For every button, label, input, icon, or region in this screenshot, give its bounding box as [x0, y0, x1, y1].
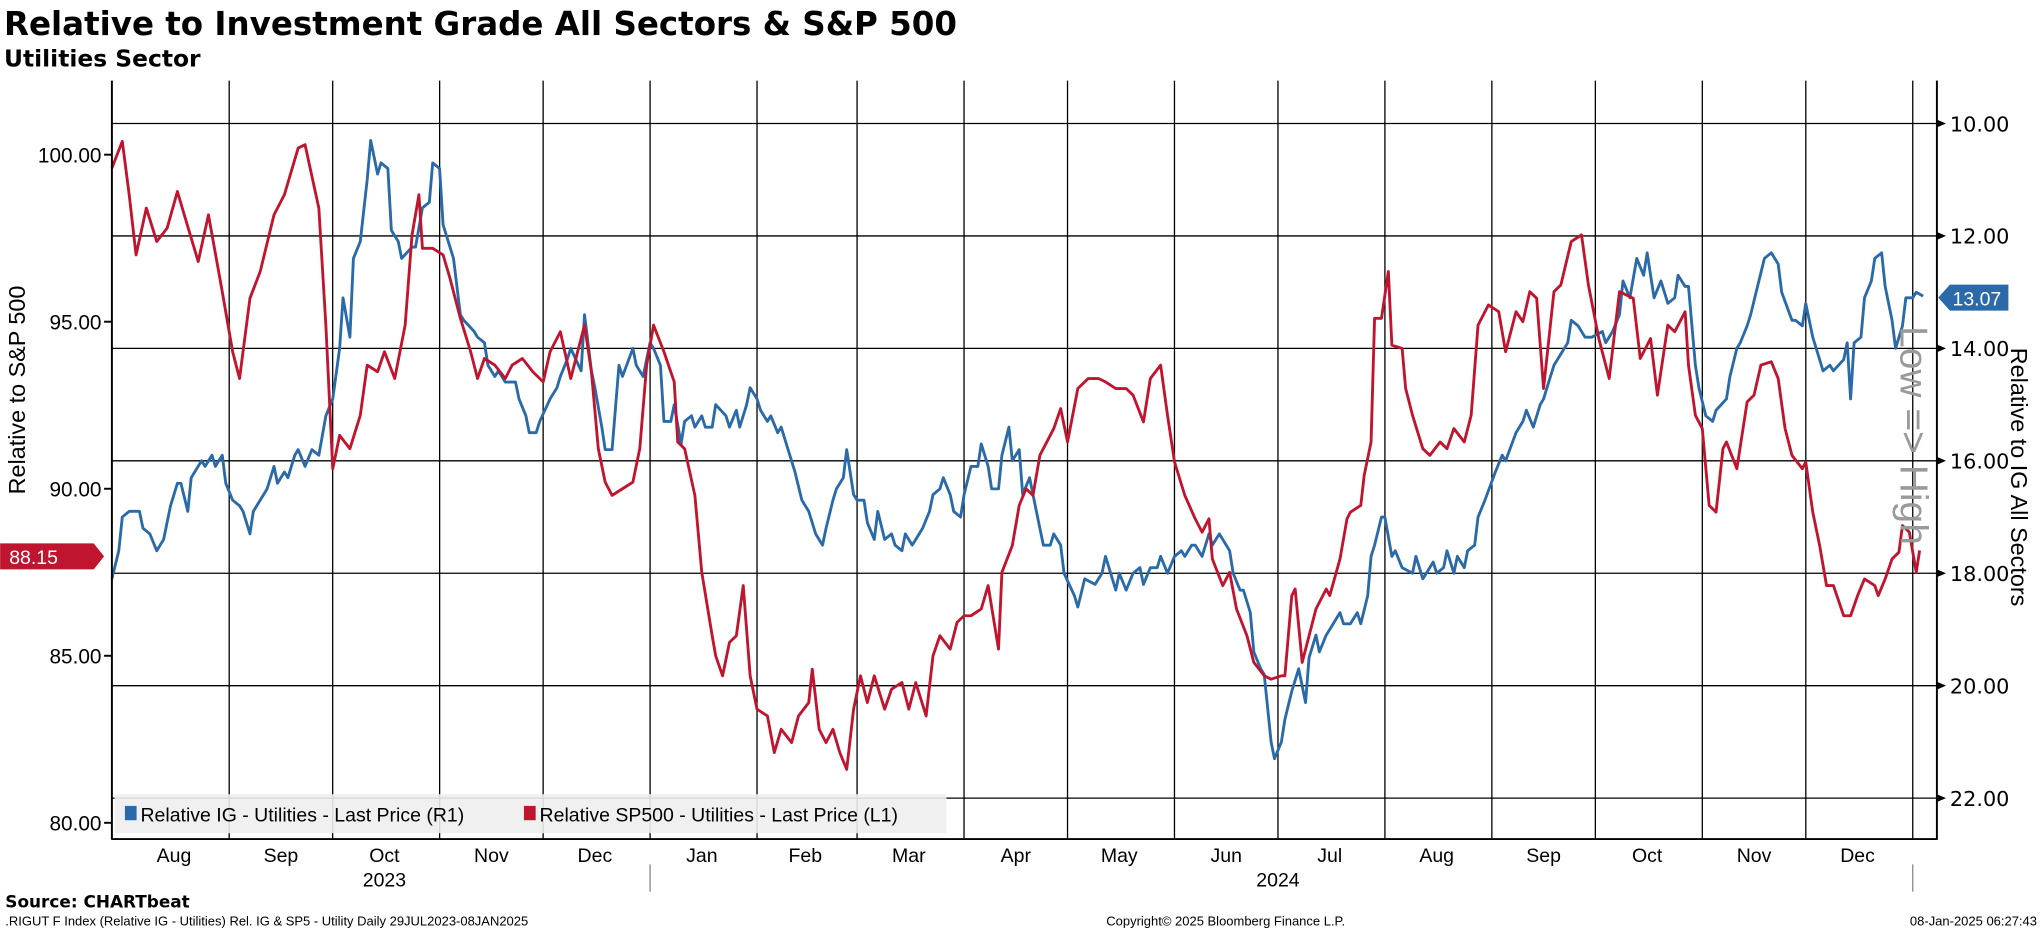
month-label: Dec — [578, 845, 613, 867]
left-tick-label: 80.00 — [49, 813, 101, 836]
left-axis-label: Relative to S&P 500 — [4, 286, 30, 495]
month-label: Jul — [1317, 845, 1342, 867]
legend-label-sp500: Relative SP500 - Utilities - Last Price … — [540, 805, 898, 827]
low-high-annotation: Low => High — [1892, 326, 1935, 545]
right-axis-ticks: 10.00 12.00 14.00 16.00 18.00 20.00 22.00 — [1936, 112, 2010, 811]
month-label: Sep — [264, 845, 299, 867]
grid-lines — [111, 80, 1937, 892]
right-tick-mark — [1936, 119, 1947, 128]
x-axis-labels: Aug Sep Oct Nov Dec Jan Feb Mar Apr May Jun Jul Aug S… — [157, 845, 1875, 892]
right-tick-label: 12.00 — [1950, 225, 2010, 249]
month-label: Jun — [1211, 845, 1242, 867]
right-tick-mark — [1936, 344, 1947, 353]
right-tick-label: 22.00 — [1950, 787, 2010, 811]
timestamp: 08-Jan-2025 06:27:43 — [1910, 914, 2037, 929]
month-label: May — [1101, 845, 1138, 867]
right-tick-label: 18.00 — [1950, 562, 2010, 586]
month-label: Oct — [1632, 845, 1663, 867]
month-label: Feb — [789, 845, 823, 867]
series-line-ig — [110, 138, 1924, 761]
left-tick-label: 95.00 — [49, 312, 101, 335]
month-label: Mar — [892, 845, 926, 867]
left-tick-label: 85.00 — [49, 646, 101, 669]
right-tick-mark — [1936, 569, 1947, 578]
right-tick-mark — [1936, 456, 1947, 465]
legend-label-ig: Relative IG - Utilities - Last Price (R1… — [140, 805, 464, 827]
month-label: Jan — [686, 845, 717, 867]
left-axis-ticks: 100.00 95.00 90.00 85.00 80.00 — [38, 144, 112, 836]
right-tick-mark — [1936, 232, 1947, 240]
month-label: Apr — [1001, 845, 1032, 867]
month-label: Dec — [1840, 845, 1875, 867]
ticker-line: .RIGUT F Index (Relative IG - Utilities)… — [5, 914, 528, 929]
right-tick-label: 16.00 — [1950, 450, 2010, 474]
left-tick-label: 90.00 — [49, 479, 101, 502]
month-label: Nov — [1737, 845, 1772, 867]
right-tick-mark — [1936, 794, 1947, 803]
legend-swatch-sp500 — [523, 805, 536, 821]
month-label: Nov — [474, 845, 509, 867]
last-value-tag-left: 88.15 — [0, 543, 105, 570]
year-label: 2024 — [1256, 870, 1300, 892]
right-tick-mark — [1936, 681, 1947, 690]
chart-subtitle: Utilities Sector — [4, 44, 201, 72]
year-label: 2023 — [363, 870, 406, 892]
month-label: Aug — [1419, 845, 1454, 867]
right-tick-label: 14.00 — [1950, 337, 2010, 361]
copyright: Copyright© 2025 Bloomberg Finance L.P. — [1106, 914, 1345, 929]
source-label: Source: CHARTbeat — [5, 891, 189, 911]
legend: Relative IG - Utilities - Last Price (R1… — [114, 794, 947, 834]
legend-swatch-ig — [124, 805, 137, 821]
month-label: Oct — [369, 845, 400, 867]
left-tick-label: 100.00 — [38, 144, 102, 167]
month-label: Aug — [157, 845, 192, 867]
last-value-tag-right: 13.07 — [1938, 284, 2009, 311]
last-value-left: 88.15 — [9, 547, 58, 569]
right-tick-label: 10.00 — [1950, 112, 2010, 136]
series-line-sp500 — [110, 139, 1922, 771]
chart-title: Relative to Investment Grade All Sectors… — [4, 5, 957, 43]
right-axis-label: Relative to IG All Sectors — [2006, 348, 2032, 607]
series-lines — [110, 138, 1924, 771]
right-tick-label: 20.00 — [1950, 674, 2010, 698]
month-label: Sep — [1526, 845, 1561, 867]
last-value-right: 13.07 — [1953, 288, 2002, 310]
